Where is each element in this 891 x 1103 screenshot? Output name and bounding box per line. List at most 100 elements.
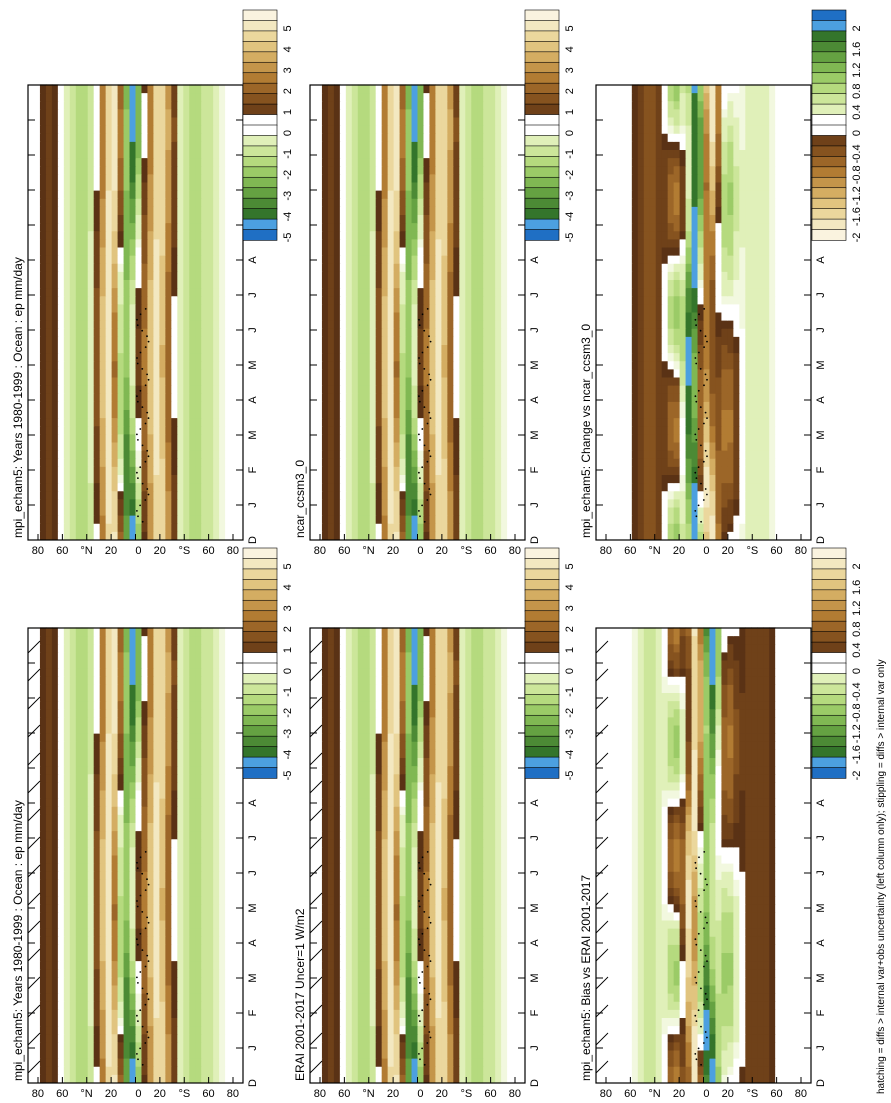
heatmap-cell	[177, 506, 184, 516]
heatmap-cell	[123, 368, 131, 378]
heatmap-cell	[465, 928, 472, 937]
heatmap-cell	[147, 871, 155, 880]
heatmap-cell	[411, 1001, 419, 1010]
heatmap-cell	[207, 165, 214, 175]
heatmap-cell	[477, 944, 484, 953]
heatmap-cell	[69, 814, 77, 823]
heatmap-cell	[117, 733, 125, 742]
heatmap-cell	[69, 635, 77, 645]
heatmap-cell	[51, 1066, 59, 1075]
heatmap-cell	[381, 1066, 389, 1075]
heatmap-cell	[231, 303, 238, 313]
heatmap-cell	[93, 255, 101, 264]
stipple-dot	[136, 1014, 138, 1017]
heatmap-cell	[159, 708, 166, 718]
heatmap-cell	[237, 1074, 244, 1083]
hatch-mark	[27, 948, 41, 962]
heatmap-cell	[63, 724, 71, 734]
heatmap-cell	[93, 295, 101, 305]
heatmap-cell	[45, 724, 53, 734]
y-tick-label: 60	[56, 1088, 68, 1100]
heatmap-cell	[189, 458, 196, 467]
heatmap-cell	[81, 523, 89, 532]
heatmap-cell	[117, 895, 125, 905]
heatmap-cell	[93, 116, 101, 126]
heatmap-cell	[69, 928, 77, 937]
heatmap-cell	[45, 157, 53, 167]
heatmap-cell	[219, 433, 226, 443]
hatch-mark	[27, 976, 41, 990]
heatmap-cell	[165, 498, 172, 508]
heatmap-cell	[219, 757, 226, 767]
heatmap-cell	[237, 668, 244, 677]
heatmap-cell	[87, 401, 95, 410]
heatmap-cell	[28, 303, 35, 313]
heatmap-cell	[237, 401, 244, 410]
heatmap-cell	[123, 952, 131, 962]
heatmap-cell	[183, 352, 190, 362]
heatmap-cell	[51, 125, 59, 134]
heatmap-cell	[171, 903, 178, 913]
heatmap-cell	[33, 984, 41, 994]
heatmap-cell	[39, 295, 47, 305]
heatmap-cell	[201, 993, 208, 1002]
heatmap-cell	[399, 968, 407, 978]
heatmap-cell	[231, 385, 238, 394]
heatmap-cell	[345, 936, 353, 945]
heatmap-cell	[411, 944, 419, 953]
stipple-dot	[147, 417, 150, 419]
heatmap-cell	[81, 279, 89, 289]
heatmap-cell	[381, 936, 389, 945]
heatmap-cell	[465, 993, 472, 1002]
heatmap-cell	[93, 1049, 101, 1059]
heatmap-cell	[117, 936, 125, 945]
heatmap-cell	[165, 393, 172, 402]
stipple-dot	[146, 954, 149, 957]
heatmap-cell	[159, 295, 166, 305]
heatmap-cell	[237, 830, 244, 840]
heatmap-cell	[129, 879, 137, 888]
heatmap-cell	[129, 895, 137, 905]
heatmap-cell	[213, 903, 220, 913]
heatmap-cell	[28, 830, 35, 840]
heatmap-cell	[69, 149, 77, 159]
heatmap-cell	[219, 214, 226, 224]
heatmap-cell	[165, 466, 172, 475]
heatmap-cell	[105, 206, 113, 215]
heatmap-cell	[189, 716, 196, 726]
heatmap-cell	[129, 230, 137, 240]
heatmap-cell	[189, 895, 196, 905]
heatmap-cell	[28, 911, 35, 921]
heatmap-cell	[51, 84, 59, 94]
heatmap-cell	[225, 830, 232, 840]
heatmap-cell	[28, 838, 35, 848]
heatmap-cell	[195, 173, 202, 183]
heatmap-cell	[28, 789, 35, 799]
heatmap-cell	[87, 854, 95, 864]
stippling	[136, 307, 150, 523]
heatmap-cell	[429, 1041, 437, 1051]
heatmap-cell	[111, 789, 119, 799]
heatmap-cell	[99, 336, 107, 345]
heatmap-cell	[111, 84, 119, 94]
heatmap-cell	[111, 993, 119, 1002]
heatmap-cell	[237, 1017, 244, 1027]
heatmap-cell	[105, 360, 113, 370]
heatmap-cell	[465, 1033, 472, 1043]
heatmap-cell	[51, 181, 59, 191]
heatmap-cell	[501, 1066, 508, 1075]
heatmap-cell	[57, 417, 65, 427]
heatmap-cell	[207, 773, 214, 783]
heatmap-cell	[69, 336, 77, 345]
heatmap-cell	[45, 903, 53, 913]
heatmap-cell	[399, 960, 407, 970]
heatmap-cell	[189, 976, 196, 986]
heatmap-cell	[93, 643, 101, 653]
heatmap-cell	[177, 303, 184, 313]
heatmap-cell	[33, 417, 41, 427]
heatmap-cell	[411, 928, 419, 937]
heatmap-cell	[135, 651, 143, 661]
heatmap-cell	[171, 984, 178, 994]
heatmap-cell	[129, 806, 137, 815]
heatmap-cell	[513, 936, 520, 945]
